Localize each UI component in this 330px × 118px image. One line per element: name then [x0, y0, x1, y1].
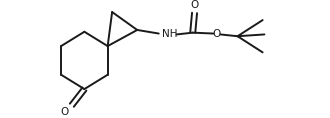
Text: O: O: [190, 0, 199, 10]
Text: O: O: [212, 29, 220, 39]
Text: O: O: [60, 107, 68, 117]
Text: NH: NH: [162, 29, 178, 39]
